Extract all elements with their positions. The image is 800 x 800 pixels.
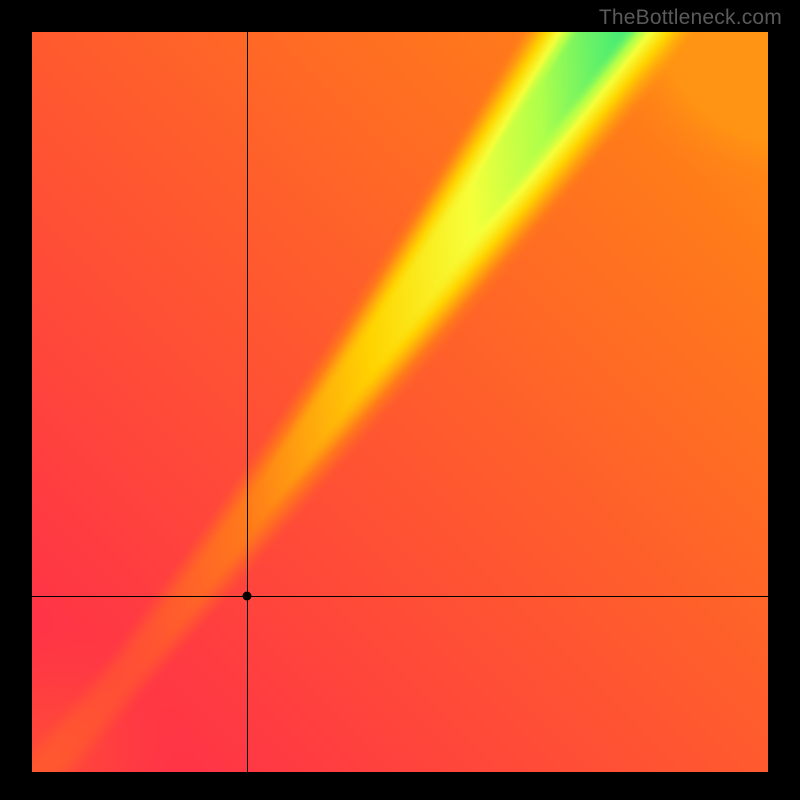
chart-container: TheBottleneck.com (0, 0, 800, 800)
heatmap-plot (32, 32, 768, 772)
crosshair-vertical (247, 32, 248, 772)
watermark-text: TheBottleneck.com (599, 6, 782, 30)
crosshair-horizontal (32, 596, 768, 597)
marker-point (242, 591, 251, 600)
heatmap-canvas (32, 32, 768, 772)
